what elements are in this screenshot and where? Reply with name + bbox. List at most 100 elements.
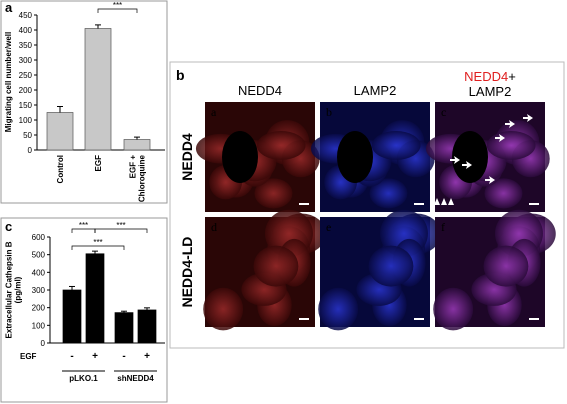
y-tick-label: 500 <box>32 251 46 260</box>
group-label: shNEDD4 <box>117 374 154 383</box>
panel-label: a <box>5 0 13 15</box>
cell <box>253 245 299 287</box>
panel-label: b <box>176 67 185 83</box>
micrograph: f <box>433 209 556 331</box>
x-tick-label: Control <box>56 155 65 183</box>
error-bar <box>95 24 101 29</box>
cell <box>254 178 293 209</box>
significance-label: *** <box>79 221 88 230</box>
cell <box>484 178 523 209</box>
significance-label: *** <box>116 221 125 230</box>
y-tick-label: 200 <box>19 86 33 95</box>
y-tick-label: 400 <box>19 26 33 35</box>
bar <box>123 139 151 151</box>
x-tick-label: + <box>92 351 98 362</box>
arrow <box>441 198 447 205</box>
cell <box>371 131 421 160</box>
y-tick-label: 0 <box>28 146 33 155</box>
y-tick-label: 100 <box>19 116 33 125</box>
error-bar <box>69 285 75 290</box>
subpanel-label: f <box>441 220 445 234</box>
x-tick-label: EGF <box>94 155 103 172</box>
error-bar <box>121 310 127 313</box>
panel-label: c <box>5 219 12 234</box>
group-label: pLKO.1 <box>69 374 98 383</box>
y-tick-label: 600 <box>32 233 46 242</box>
y-tick-label: 250 <box>19 71 33 80</box>
arrow <box>485 176 495 184</box>
micrograph: e <box>318 209 441 331</box>
arrow <box>434 198 440 205</box>
error-bar <box>144 307 150 310</box>
bar <box>84 28 112 151</box>
column-header: LAMP2 <box>354 83 397 98</box>
cell <box>318 287 359 331</box>
panel-b-frame <box>169 61 565 349</box>
cell <box>369 178 408 209</box>
significance-bracket <box>71 245 125 250</box>
significance-label: *** <box>93 238 102 247</box>
nucleus-void <box>337 131 373 183</box>
y-tick-label: 300 <box>32 286 46 295</box>
micrograph: b <box>310 102 435 212</box>
panel-c-frame <box>0 217 168 403</box>
column-header: LAMP2 <box>469 84 512 99</box>
arrow <box>448 198 454 205</box>
arrow <box>495 134 505 142</box>
bar <box>85 253 105 344</box>
row-label: NEDD4 <box>179 133 195 181</box>
cell <box>203 287 244 331</box>
header-part: + <box>508 69 516 84</box>
x-tick-label: - <box>70 351 73 362</box>
cell <box>368 245 414 287</box>
row-label: NEDD4-LD <box>179 237 195 308</box>
arrow <box>505 120 515 128</box>
column-header: NEDD4+ <box>464 69 516 84</box>
y-tick-label: 300 <box>19 56 33 65</box>
nucleus-void <box>222 131 258 183</box>
bar <box>62 289 82 344</box>
y-tick-label: 50 <box>23 131 32 140</box>
bar <box>137 309 157 344</box>
significance-label: *** <box>113 1 122 10</box>
y-axis-label: Migrating cell number/well <box>4 32 13 132</box>
x-tick-label: EGF +Chloroquine <box>129 154 147 202</box>
error-bar <box>92 250 98 254</box>
y-axis-label: Extracellular Cathepsin B(pg/ml) <box>5 241 23 338</box>
subpanel-label: a <box>211 105 217 119</box>
subpanel-label: d <box>211 220 217 234</box>
x-tick-label: - <box>122 351 125 362</box>
significance-bracket <box>94 228 148 233</box>
x-tick-label: + <box>144 351 150 362</box>
error-bar <box>134 136 140 140</box>
y-tick-label: 100 <box>32 321 46 330</box>
y-tick-label: 200 <box>32 304 46 313</box>
significance-bracket <box>97 8 138 13</box>
cell <box>433 287 474 331</box>
micrograph: d <box>203 209 326 331</box>
y-tick-label: 0 <box>41 339 46 348</box>
y-tick-label: 150 <box>19 101 33 110</box>
y-tick-label: 450 <box>19 11 33 20</box>
arrow <box>462 161 472 169</box>
nucleus-void <box>452 131 488 183</box>
arrow <box>523 114 533 122</box>
bar <box>46 112 74 151</box>
column-header: NEDD4 <box>238 83 282 98</box>
arrow <box>450 156 460 164</box>
cell <box>486 131 536 160</box>
row-label: EGF <box>20 352 37 361</box>
cell <box>483 245 529 287</box>
header-part: NEDD4 <box>464 69 508 84</box>
subpanel-label: c <box>441 105 446 119</box>
panel-a-frame <box>0 0 168 204</box>
y-tick-label: 400 <box>32 268 46 277</box>
cell <box>256 131 306 160</box>
error-bar <box>57 106 63 113</box>
bar <box>114 312 134 344</box>
y-tick-label: 350 <box>19 41 33 50</box>
subpanel-label: b <box>326 105 332 119</box>
micrograph: a <box>195 102 320 212</box>
subpanel-label: e <box>326 220 331 234</box>
